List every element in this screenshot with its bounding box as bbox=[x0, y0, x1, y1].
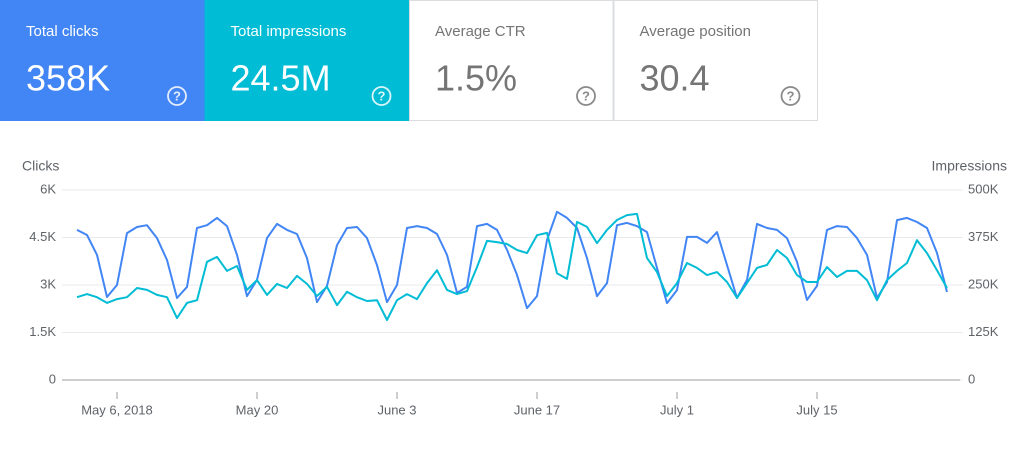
x-tick-label: May 20 bbox=[236, 402, 279, 417]
x-tick-label: July 15 bbox=[796, 402, 837, 417]
x-tick-label: May 6, 2018 bbox=[81, 402, 153, 417]
card-value: 1.5% bbox=[435, 58, 517, 99]
card-value: 24.5M bbox=[231, 58, 331, 99]
y-tick-label: 4.5K bbox=[29, 229, 56, 244]
help-mark: ? bbox=[378, 88, 386, 103]
help-icon[interactable]: ? bbox=[576, 86, 596, 106]
series-line bbox=[76, 212, 948, 321]
metric-card[interactable]: Total clicks 358K? bbox=[0, 0, 205, 121]
card-label: Total impressions bbox=[231, 23, 347, 40]
help-circle bbox=[167, 86, 187, 106]
y-tick-label: 1.5K bbox=[29, 324, 56, 339]
metric-card[interactable]: Average position 30.4? bbox=[613, 0, 818, 121]
y2-tick-label: 500K bbox=[968, 181, 999, 196]
card-value: 358K bbox=[26, 58, 110, 99]
card-value: 30.4 bbox=[640, 58, 710, 99]
card-label: Total clicks bbox=[26, 23, 99, 40]
metric-card[interactable]: Total impressions 24.5M? bbox=[204, 0, 410, 121]
help-icon[interactable]: ? bbox=[780, 86, 801, 106]
help-mark: ? bbox=[582, 88, 590, 103]
y2-axis-title: Impressions bbox=[932, 158, 1007, 174]
card-label: Average CTR bbox=[435, 23, 526, 40]
help-mark: ? bbox=[787, 88, 795, 103]
y2-tick-label: 125K bbox=[968, 324, 999, 339]
x-tick-label: June 3 bbox=[377, 402, 416, 417]
help-circle bbox=[780, 86, 801, 106]
y2-tick-label: 250K bbox=[968, 276, 999, 291]
y-tick-label: 3K bbox=[40, 276, 56, 291]
y-tick-label: 0 bbox=[49, 371, 56, 386]
y2-tick-label: 375K bbox=[968, 229, 999, 244]
help-icon[interactable]: ? bbox=[167, 86, 187, 106]
metric-card[interactable]: Average CTR 1.5%? bbox=[409, 0, 614, 121]
x-tick-label: June 17 bbox=[514, 402, 560, 417]
help-icon[interactable]: ? bbox=[371, 86, 392, 106]
series-line bbox=[76, 210, 948, 310]
help-mark: ? bbox=[173, 88, 181, 103]
help-circle bbox=[576, 86, 596, 106]
y-tick-label: 6K bbox=[40, 181, 56, 196]
card-label: Average position bbox=[640, 23, 751, 40]
y2-tick-label: 0 bbox=[968, 371, 975, 386]
y-axis-title: Clicks bbox=[22, 158, 59, 174]
x-tick-label: July 1 bbox=[660, 402, 694, 417]
help-circle bbox=[371, 86, 392, 106]
